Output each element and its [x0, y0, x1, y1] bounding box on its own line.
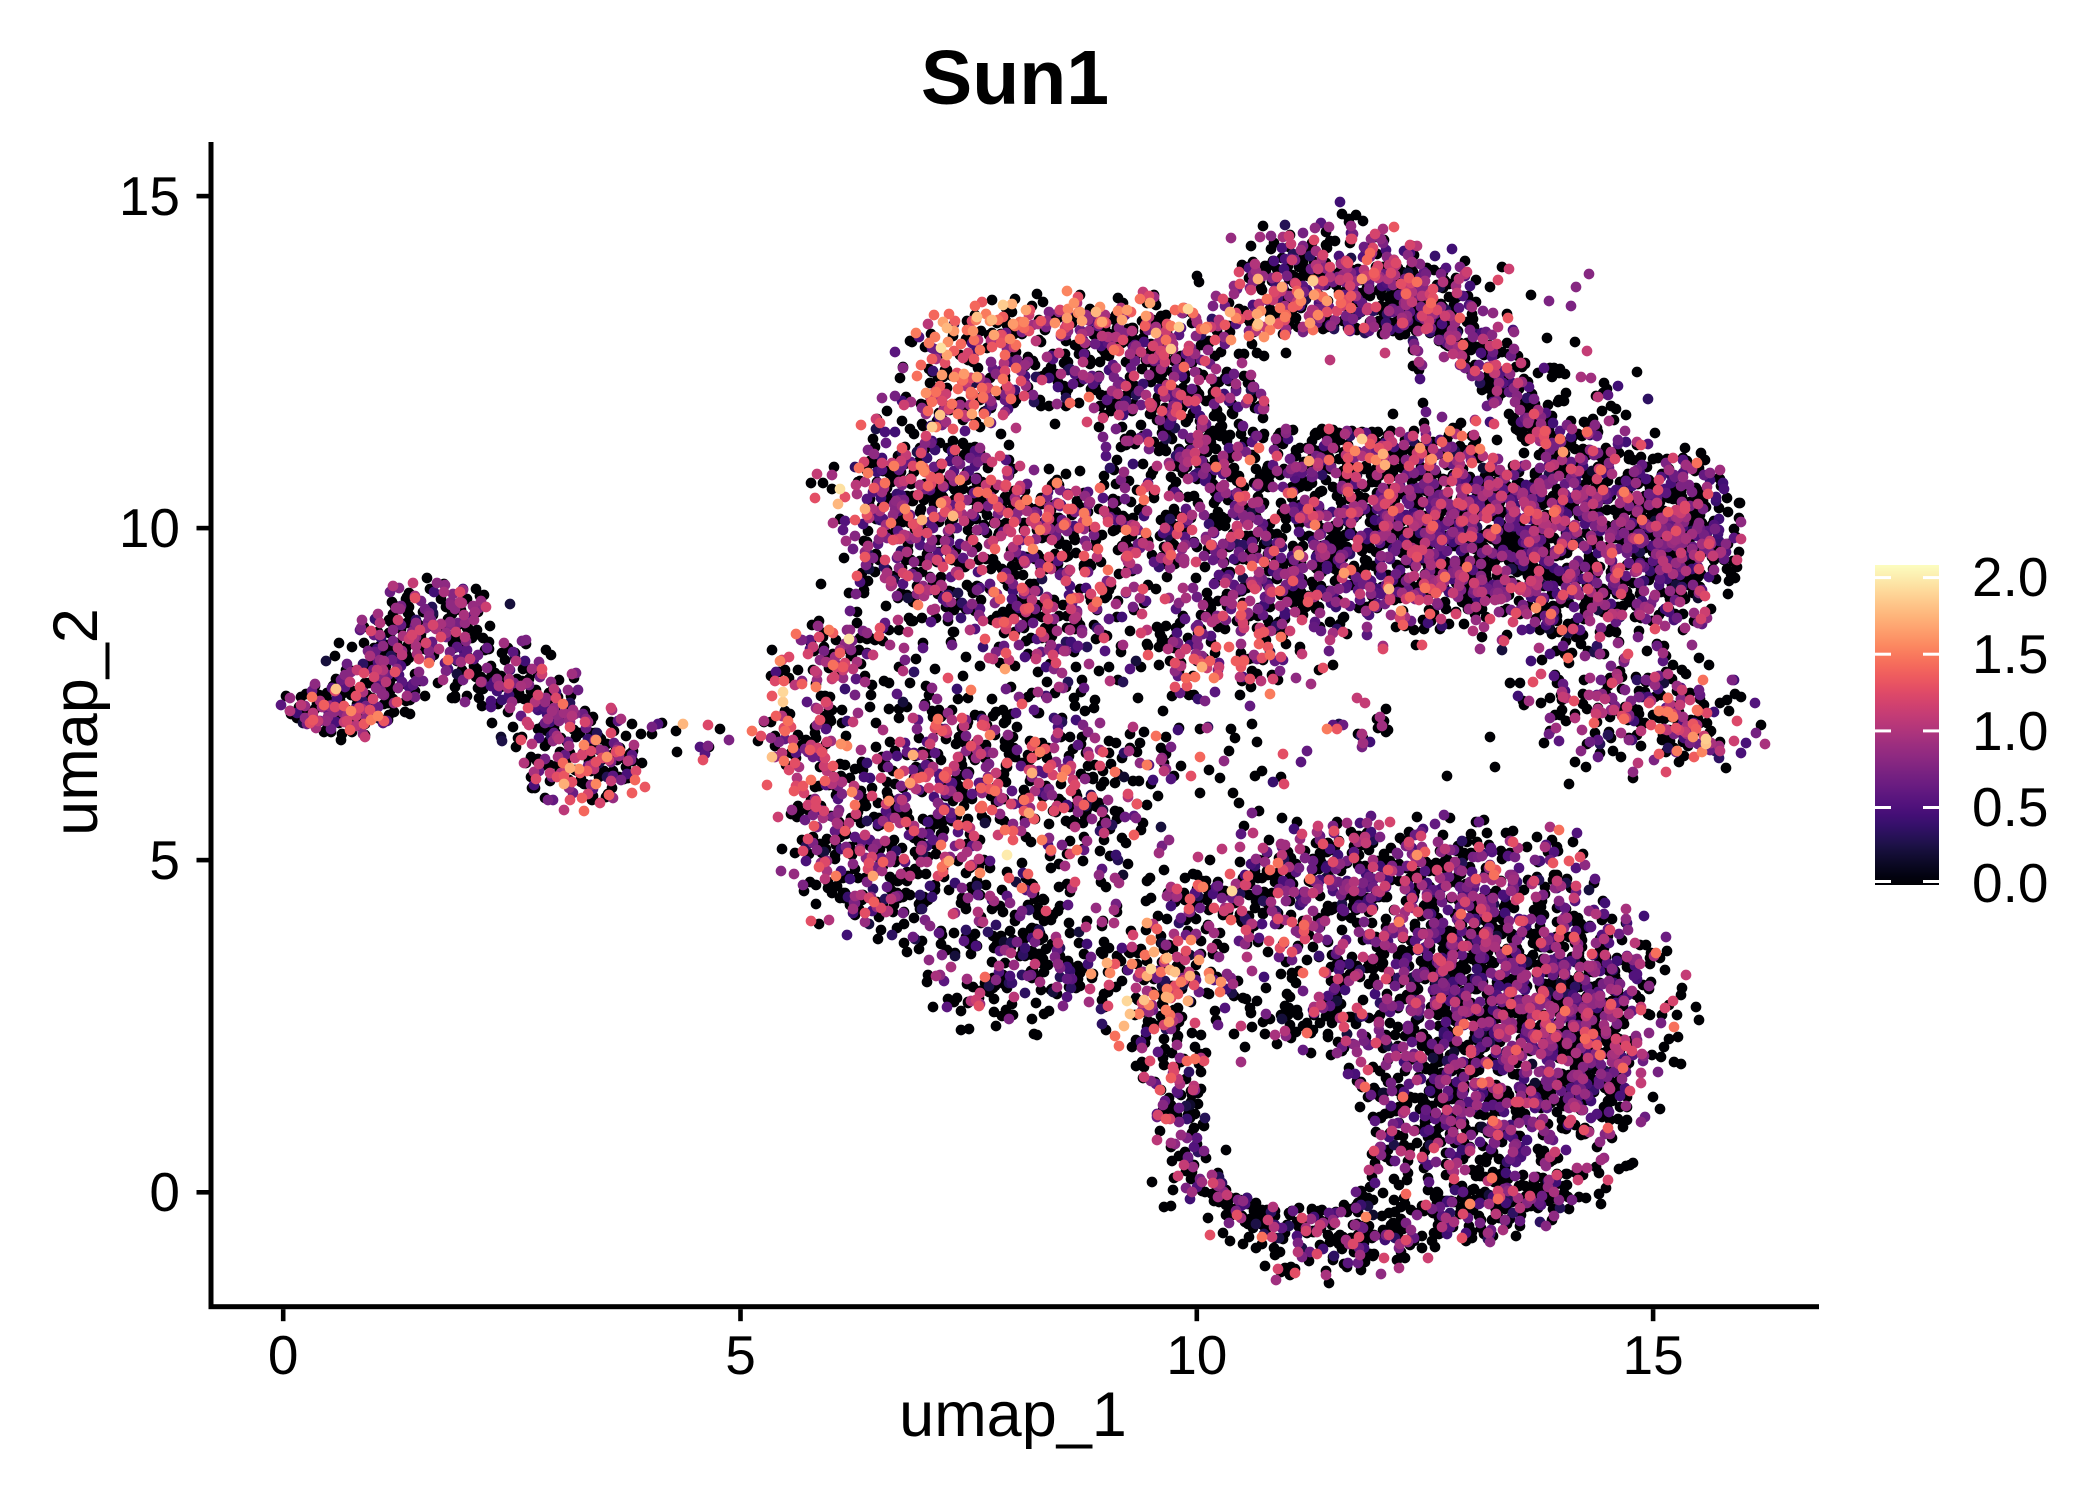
- svg-text:0: 0: [149, 1161, 180, 1223]
- svg-text:1.0: 1.0: [1972, 700, 2048, 762]
- svg-text:15: 15: [1623, 1324, 1684, 1386]
- svg-text:0.5: 0.5: [1972, 776, 2048, 838]
- svg-text:5: 5: [149, 829, 180, 891]
- svg-text:15: 15: [119, 165, 180, 227]
- svg-text:umap_2: umap_2: [41, 608, 111, 836]
- svg-text:Sun1: Sun1: [921, 35, 1109, 121]
- svg-text:0.0: 0.0: [1972, 852, 2048, 914]
- svg-text:0: 0: [268, 1324, 299, 1386]
- svg-text:5: 5: [725, 1324, 756, 1386]
- svg-text:umap_1: umap_1: [899, 1380, 1127, 1450]
- svg-text:2.0: 2.0: [1972, 546, 2048, 608]
- svg-text:10: 10: [119, 497, 180, 559]
- svg-text:10: 10: [1166, 1324, 1227, 1386]
- svg-text:1.5: 1.5: [1972, 623, 2048, 685]
